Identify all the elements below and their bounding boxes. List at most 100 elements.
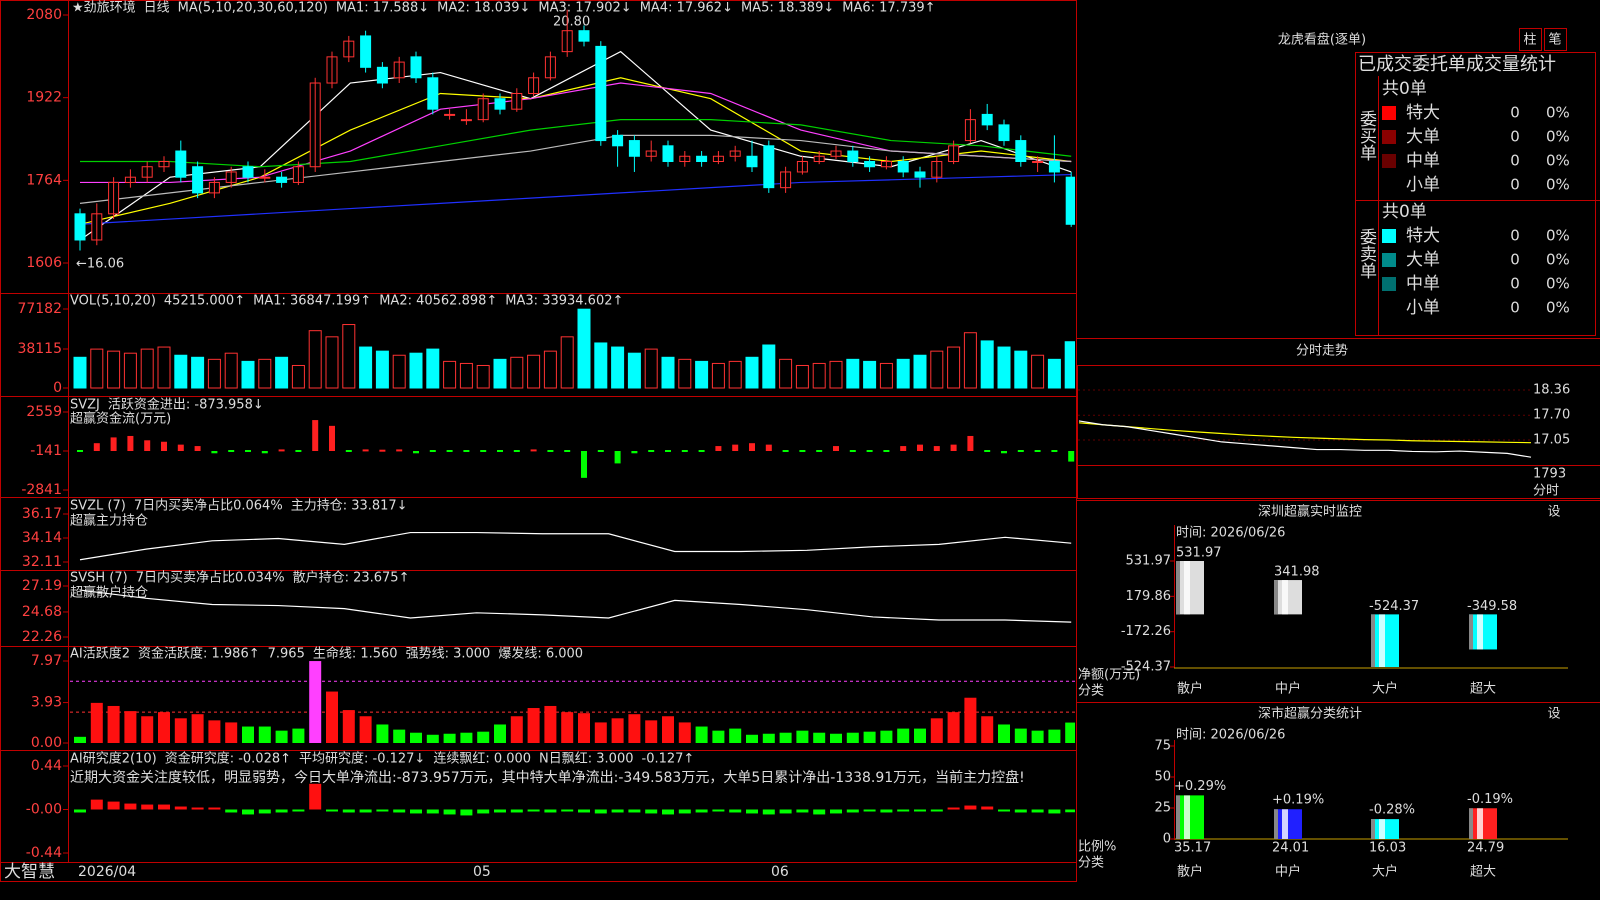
category: 大户 [1372,864,1398,880]
flow-bar [648,450,655,452]
date-label: 06 [771,864,789,880]
volume-bar [308,330,322,389]
activity-bar [678,722,691,743]
flow-bar [1034,450,1041,452]
header-text: MA4: 17.962↓ [640,1,733,16]
flow-bar [732,444,739,451]
header-text: MA2: 40562.898↑ [379,294,497,309]
activity-bar [393,729,406,743]
flow-bar [1001,451,1007,454]
research-bar [292,809,305,812]
swatch [1382,154,1396,168]
flow-bar [816,450,823,452]
bar-shine [1282,580,1288,615]
volume-bar [476,364,490,389]
activity-bar [998,724,1010,743]
button[interactable]: 设 [1547,505,1560,520]
category: 散户 [1177,864,1203,880]
flow-bar [631,451,638,454]
flow-bar [749,443,755,451]
row-name: 中单 [1406,151,1440,171]
time-label: 时间: 2026/06/26 [1176,728,1285,743]
research-bar [443,809,456,815]
research-bar [494,809,506,813]
flow-bar [228,450,235,452]
activity-bar [460,732,473,743]
volume-bar [241,360,255,389]
research-bar [544,809,557,813]
bar-edge [1176,561,1180,615]
activity-bar [729,728,742,743]
y-tick-label: 1764 [26,172,62,188]
header-text: 资金研究度: -0.028↑ [165,751,291,767]
header-text: 资金活跃度: 1.986↑ [138,646,260,662]
flow-bar [93,443,100,451]
activity-bar [124,711,137,743]
button[interactable]: 柱 [1523,33,1536,48]
swatch [1382,178,1396,192]
bar-shine [1379,614,1385,667]
activity-bar [275,730,288,743]
button-frame[interactable] [1519,28,1542,51]
left-panels: ★劲旅环境 日线 MA(5,10,20,30,60,120) MA1: 17.588↓… [70,1,1075,816]
header-text: 生命线: 1.560 [313,646,398,662]
activity-bar [914,728,926,743]
flow-bar [782,450,789,452]
activity-bar [191,714,204,743]
activity-bar [443,733,456,743]
activity-bar [947,712,960,743]
activity-bar [695,726,708,743]
volume-bar [342,324,356,389]
research-bar [578,809,590,813]
volume-bar [1014,350,1028,389]
activity-bar [326,691,338,743]
price-line [1078,420,1532,458]
volume-bar [90,348,104,389]
activity-bar [141,716,154,743]
flow-bar [497,450,503,452]
y-tick-label: 22.26 [22,629,62,645]
volume-bar [695,360,709,389]
bar-edge [1469,614,1473,650]
activity-bar [1048,729,1061,743]
button[interactable]: 笔 [1548,32,1561,48]
volume-bar [107,350,121,389]
flow-bar [463,450,470,452]
research-bar [880,809,893,813]
activity-bar [477,731,490,743]
row-pct: 0% [1546,176,1570,194]
flow-bar [362,449,369,452]
y-tick-label: 0 [1163,832,1171,847]
main-frame [0,0,1077,882]
bar-shine [1477,614,1483,650]
activity-bar [527,708,540,743]
flow-bar [413,451,419,454]
research-bar [510,809,523,813]
header-text: N日飘红: 3.000 [539,751,633,767]
header-text: -0.127↑ [642,752,695,767]
research-bar [746,809,758,814]
flow-bar [345,450,352,452]
research-bar [174,806,187,810]
flow-bar [866,450,873,452]
button-frame[interactable] [1544,28,1567,51]
button[interactable]: 设 [1547,707,1560,722]
flow-bar [665,450,671,452]
research-bar [897,809,910,812]
y-tick-label: 77182 [17,301,62,317]
research-bar [326,809,338,812]
y-tick-label: 24.68 [22,604,62,620]
volume-bar [728,360,742,389]
research-bar [863,809,876,812]
research-bar [947,807,960,810]
swatch [1382,277,1396,291]
activity-bar [359,716,372,743]
volume-bar [846,358,860,389]
research-bar [275,809,288,813]
header-text: 日线 [144,1,170,16]
volume-bar [644,348,658,389]
header-text: VOL(5,10,20) [70,294,156,309]
activity-bar [90,702,103,743]
activity-bar [964,697,977,743]
